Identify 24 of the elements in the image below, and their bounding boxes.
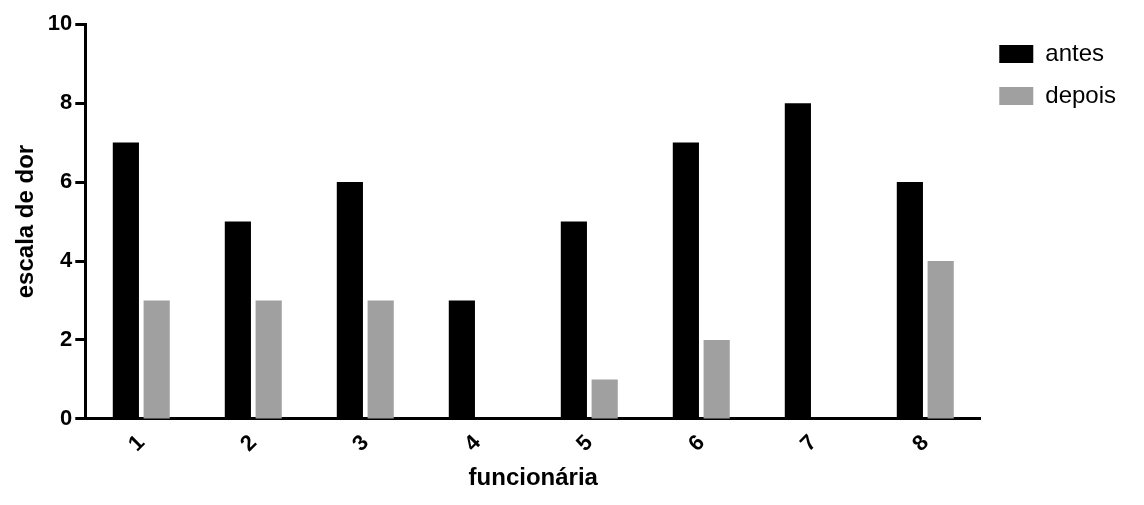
x-tick-label: 6 bbox=[682, 429, 710, 456]
x-tick-label: 1 bbox=[122, 429, 150, 456]
bar bbox=[591, 379, 618, 419]
y-tick-label: 2 bbox=[60, 326, 73, 352]
x-tick-label: 5 bbox=[570, 429, 598, 456]
x-tick-label: 3 bbox=[346, 429, 374, 456]
x-tick-label: 2 bbox=[234, 429, 262, 456]
y-tick-label: 4 bbox=[60, 247, 74, 273]
x-tick-label: 8 bbox=[906, 429, 934, 456]
x-tick-label: 7 bbox=[794, 429, 822, 456]
y-axis-title: escala de dor bbox=[11, 144, 39, 299]
bar bbox=[255, 300, 282, 419]
x-axis-title: funcionária bbox=[468, 463, 599, 491]
bar bbox=[927, 261, 954, 419]
bar bbox=[367, 300, 394, 419]
y-tick-label: 6 bbox=[60, 168, 73, 194]
legend-label: depois bbox=[1045, 80, 1117, 108]
bar bbox=[143, 300, 170, 419]
y-tick-label: 10 bbox=[47, 10, 73, 36]
legend-label: antes bbox=[1045, 38, 1104, 66]
y-tick-label: 8 bbox=[60, 89, 73, 115]
x-tick-label: 4 bbox=[458, 428, 486, 456]
bar bbox=[703, 339, 730, 419]
y-tick-label: 0 bbox=[60, 404, 73, 430]
